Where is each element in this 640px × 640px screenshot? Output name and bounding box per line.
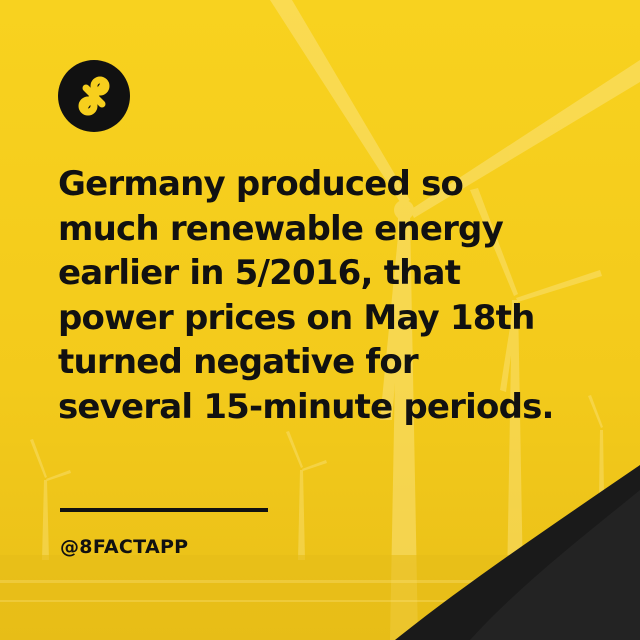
brand-handle: @8FACTAPP (60, 536, 189, 558)
fact-line: much renewable energy (58, 208, 504, 249)
infinity-eight-icon (78, 76, 110, 116)
fact-text: Germany produced so much renewable energ… (58, 162, 618, 429)
fact-line: several 15-minute periods. (58, 386, 554, 427)
fact-line: earlier in 5/2016, that (58, 253, 461, 293)
brand-logo (58, 60, 130, 132)
fact-line: power prices on May 18th (58, 297, 535, 338)
turbine-large (270, 0, 640, 640)
fact-line: turned negative for (58, 342, 419, 382)
fact-line: Germany produced so (58, 164, 464, 204)
divider-line (60, 508, 268, 512)
